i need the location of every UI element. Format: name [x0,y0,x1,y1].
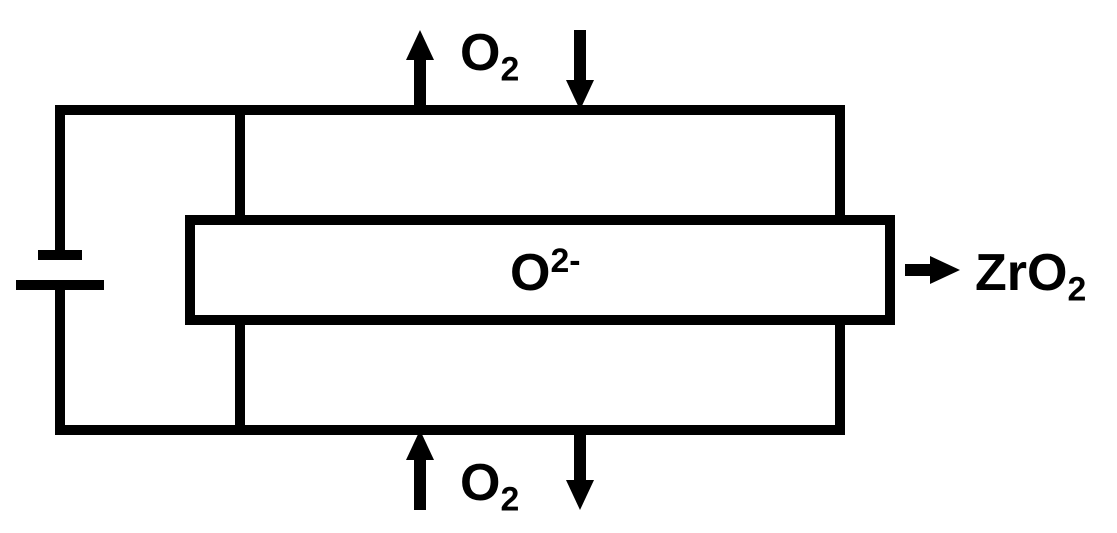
label-o2-top: O2 [460,24,519,88]
label-zro2: ZrO2 [975,244,1086,308]
arrow-top-up-head [406,30,434,60]
label-o2-bot: O2 [460,454,519,518]
arrow-right-head [930,256,960,284]
arrow-bot-down-head [566,480,594,510]
